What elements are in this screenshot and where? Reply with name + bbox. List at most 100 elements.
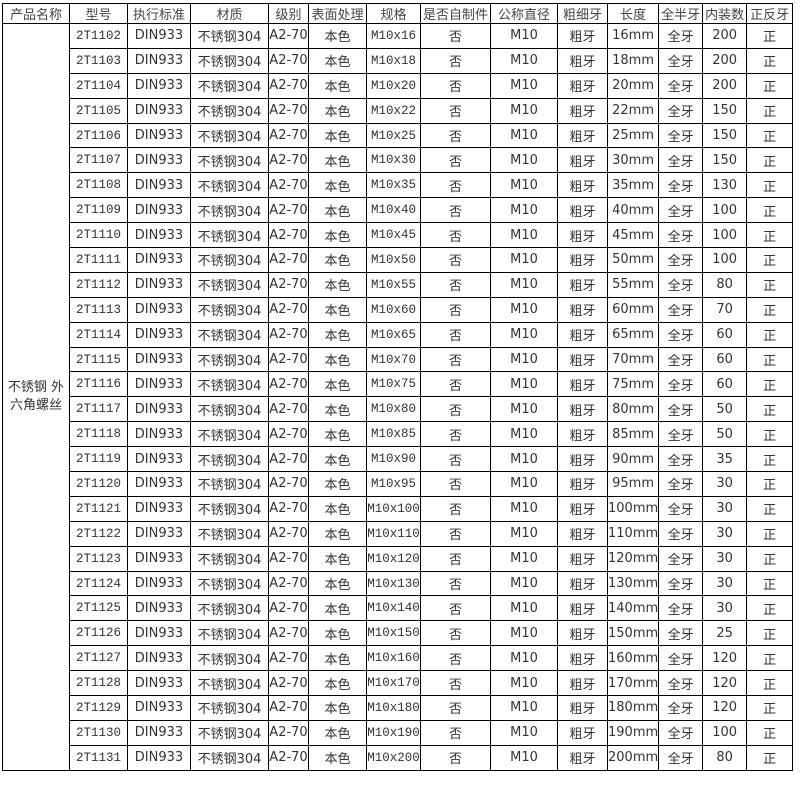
cell-self-made: 否 <box>420 595 491 622</box>
cell-thread-type: 全牙 <box>658 570 704 597</box>
cell-surface-treatment: 本色 <box>308 396 367 423</box>
cell-length: 75mm <box>606 371 660 398</box>
cell-thread-pitch: 粗牙 <box>557 645 608 672</box>
cell-thread-type: 全牙 <box>658 296 704 323</box>
cell-surface-treatment: 本色 <box>308 197 367 224</box>
cell-grade: A2-70 <box>268 346 309 373</box>
cell-self-made: 否 <box>420 23 491 49</box>
cell-material: 不锈钢304 <box>190 620 269 647</box>
cell-thread-type: 全牙 <box>658 520 704 547</box>
cell-pack-quantity: 30 <box>702 545 748 572</box>
cell-pack-quantity: 25 <box>702 620 748 647</box>
cell-length: 20mm <box>606 72 660 99</box>
cell-thread-type: 全牙 <box>658 23 704 49</box>
cell-grade: A2-70 <box>268 371 309 398</box>
cell-material: 不锈钢304 <box>190 520 269 547</box>
table-row: 2T1123 DIN933 不锈钢304 A2-70 本色 M10x120 否 M10 粗牙 12… <box>3 545 794 572</box>
table-row: 2T1114 DIN933 不锈钢304 A2-70 本色 M10x65 否 M10 粗牙 65m… <box>3 321 794 348</box>
cell-surface-treatment: 本色 <box>308 23 367 49</box>
cell-thread-direction: 正 <box>746 371 794 398</box>
cell-material: 不锈钢304 <box>190 97 269 124</box>
cell-surface-treatment: 本色 <box>308 271 367 298</box>
cell-length: 85mm <box>606 421 660 448</box>
cell-spec: M10x16 <box>366 23 421 49</box>
cell-spec: M10x180 <box>366 695 421 721</box>
table-row: 2T1109 DIN933 不锈钢304 A2-70 本色 M10x40 否 M10 粗牙 40m… <box>3 197 794 224</box>
cell-standard: DIN933 <box>127 471 191 497</box>
cell-thread-direction: 正 <box>746 719 794 746</box>
cell-spec: M10x65 <box>366 321 421 348</box>
cell-self-made: 否 <box>420 296 491 323</box>
table-row: 不锈钢 外六角螺丝 2T1102 DIN933 不锈钢304 A2-70 本色 M10x16… <box>2 23 794 771</box>
cell-standard: DIN933 <box>127 719 191 746</box>
cell-thread-type: 全牙 <box>658 197 704 224</box>
cell-model: 2T1118 <box>69 421 128 448</box>
cell-thread-type: 全牙 <box>658 620 704 647</box>
cell-self-made: 否 <box>420 645 491 672</box>
cell-model: 2T1124 <box>69 570 128 597</box>
table-row: 2T1117 DIN933 不锈钢304 A2-70 本色 M10x80 否 M10 粗牙 80m… <box>3 396 794 423</box>
cell-spec: M10x80 <box>366 396 421 423</box>
cell-length: 130mm <box>606 570 660 597</box>
cell-material: 不锈钢304 <box>190 47 269 74</box>
cell-grade: A2-70 <box>268 72 309 99</box>
cell-material: 不锈钢304 <box>190 197 269 224</box>
cell-surface-treatment: 本色 <box>308 346 367 373</box>
cell-self-made: 否 <box>420 371 491 398</box>
table-row: 2T1116 DIN933 不锈钢304 A2-70 本色 M10x75 否 M10 粗牙 75m… <box>3 371 794 398</box>
cell-thread-pitch: 粗牙 <box>557 620 608 647</box>
cell-standard: DIN933 <box>127 197 191 224</box>
cell-spec: M10x55 <box>366 271 421 298</box>
cell-grade: A2-70 <box>268 147 309 174</box>
cell-spec: M10x45 <box>366 222 421 249</box>
cell-grade: A2-70 <box>268 321 309 348</box>
cell-pack-quantity: 30 <box>702 495 748 522</box>
cell-thread-direction: 正 <box>746 670 794 697</box>
cell-spec: M10x140 <box>366 595 421 622</box>
cell-grade: A2-70 <box>268 222 309 249</box>
cell-spec: M10x70 <box>366 346 421 373</box>
cell-thread-type: 全牙 <box>658 446 704 473</box>
cell-standard: DIN933 <box>127 321 191 348</box>
table-row: 2T1107 DIN933 不锈钢304 A2-70 本色 M10x30 否 M10 粗牙 30m… <box>3 147 794 174</box>
cell-standard: DIN933 <box>127 346 191 373</box>
cell-length: 45mm <box>606 222 660 249</box>
cell-length: 22mm <box>606 97 660 124</box>
header-standard: 执行标准 <box>127 3 191 24</box>
cell-grade: A2-70 <box>268 595 309 622</box>
cell-thread-pitch: 粗牙 <box>557 744 608 771</box>
cell-nominal-diameter: M10 <box>490 122 558 149</box>
cell-thread-pitch: 粗牙 <box>557 421 608 448</box>
cell-surface-treatment: 本色 <box>308 147 367 174</box>
cell-nominal-diameter: M10 <box>490 595 558 622</box>
cell-model: 2T1116 <box>69 371 128 398</box>
cell-self-made: 否 <box>420 421 491 448</box>
cell-standard: DIN933 <box>127 172 191 199</box>
cell-pack-quantity: 100 <box>702 247 748 273</box>
cell-pack-quantity: 150 <box>702 147 748 174</box>
cell-nominal-diameter: M10 <box>490 172 558 199</box>
cell-spec: M10x190 <box>366 719 421 746</box>
cell-pack-quantity: 100 <box>702 197 748 224</box>
cell-model: 2T1104 <box>69 72 128 99</box>
cell-thread-direction: 正 <box>746 570 794 597</box>
cell-nominal-diameter: M10 <box>490 670 558 697</box>
cell-standard: DIN933 <box>127 396 191 423</box>
cell-nominal-diameter: M10 <box>490 446 558 473</box>
cell-surface-treatment: 本色 <box>308 545 367 572</box>
table-row: 2T1108 DIN933 不锈钢304 A2-70 本色 M10x35 否 M10 粗牙 35m… <box>3 172 794 199</box>
cell-pack-quantity: 80 <box>702 271 748 298</box>
cell-thread-pitch: 粗牙 <box>557 97 608 124</box>
cell-thread-direction: 正 <box>746 595 794 622</box>
cell-model: 2T1105 <box>69 97 128 124</box>
cell-spec: M10x25 <box>366 122 421 149</box>
cell-pack-quantity: 100 <box>702 222 748 249</box>
cell-pack-quantity: 35 <box>702 446 748 473</box>
cell-spec: M10x95 <box>366 471 421 497</box>
cell-grade: A2-70 <box>268 396 309 423</box>
cell-nominal-diameter: M10 <box>490 97 558 124</box>
cell-pack-quantity: 30 <box>702 471 748 497</box>
cell-thread-type: 全牙 <box>658 695 704 721</box>
cell-material: 不锈钢304 <box>190 346 269 373</box>
cell-standard: DIN933 <box>127 23 191 49</box>
